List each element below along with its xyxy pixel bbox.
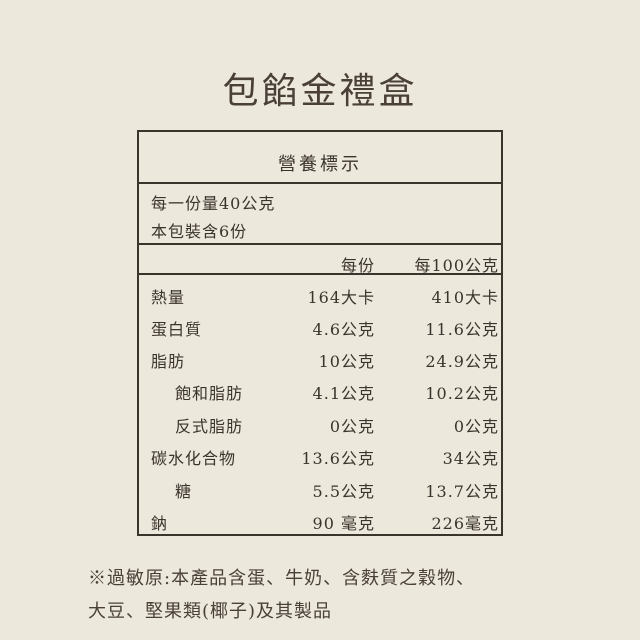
nutrient-name: 蛋白質 (151, 320, 203, 339)
nutrient-name: 糖 (175, 482, 193, 501)
product-title: 包餡金禮盒 (222, 71, 418, 112)
per-100g-value: 34公克 (442, 449, 499, 468)
nutrition-label: 營養標示 每一份量40公克 本包裝含6份 每份 每100公克 熱量 164大卡 … (137, 130, 503, 536)
allergen-line-1: ※過敏原:本產品含蛋、牛奶、含麩質之穀物、 (88, 568, 476, 589)
servings-per-package: 本包裝含6份 (151, 222, 248, 241)
nutrient-name: 飽和脂肪 (175, 384, 244, 403)
per-serving-value: 4.6公克 (312, 320, 375, 339)
per-100g-value: 24.9公克 (425, 352, 499, 371)
serving-size: 每一份量40公克 (151, 194, 276, 213)
col-header-per-serving: 每份 (340, 256, 375, 275)
per-100g-value: 0公克 (453, 417, 499, 436)
divider (139, 273, 501, 275)
per-serving-value: 164大卡 (307, 288, 375, 307)
per-100g-value: 226毫克 (431, 514, 499, 533)
per-serving-value: 5.5公克 (312, 482, 375, 501)
divider (139, 182, 501, 184)
nutrient-name: 反式脂肪 (175, 417, 244, 436)
nutrient-name: 脂肪 (151, 352, 186, 371)
per-serving-value: 0公克 (329, 417, 375, 436)
per-serving-value: 4.1公克 (312, 384, 375, 403)
per-100g-value: 410大卡 (431, 288, 499, 307)
per-100g-value: 10.2公克 (425, 384, 499, 403)
nutrient-name: 熱量 (151, 288, 186, 307)
per-serving-value: 90 毫克 (312, 514, 375, 533)
divider (139, 243, 501, 245)
nutrient-name: 鈉 (151, 514, 169, 533)
nutrient-name: 碳水化合物 (151, 449, 237, 468)
per-serving-value: 13.6公克 (301, 449, 375, 468)
label-heading: 營養標示 (278, 154, 362, 175)
allergen-notice: ※過敏原:本產品含蛋、牛奶、含麩質之穀物、 大豆、堅果類(椰子)及其製品 (88, 562, 475, 628)
allergen-line-2: 大豆、堅果類(椰子)及其製品 (88, 601, 333, 622)
per-serving-value: 10公克 (318, 352, 375, 371)
per-100g-value: 13.7公克 (425, 482, 499, 501)
per-100g-value: 11.6公克 (425, 320, 499, 339)
col-header-per-100g: 每100公克 (414, 256, 499, 275)
